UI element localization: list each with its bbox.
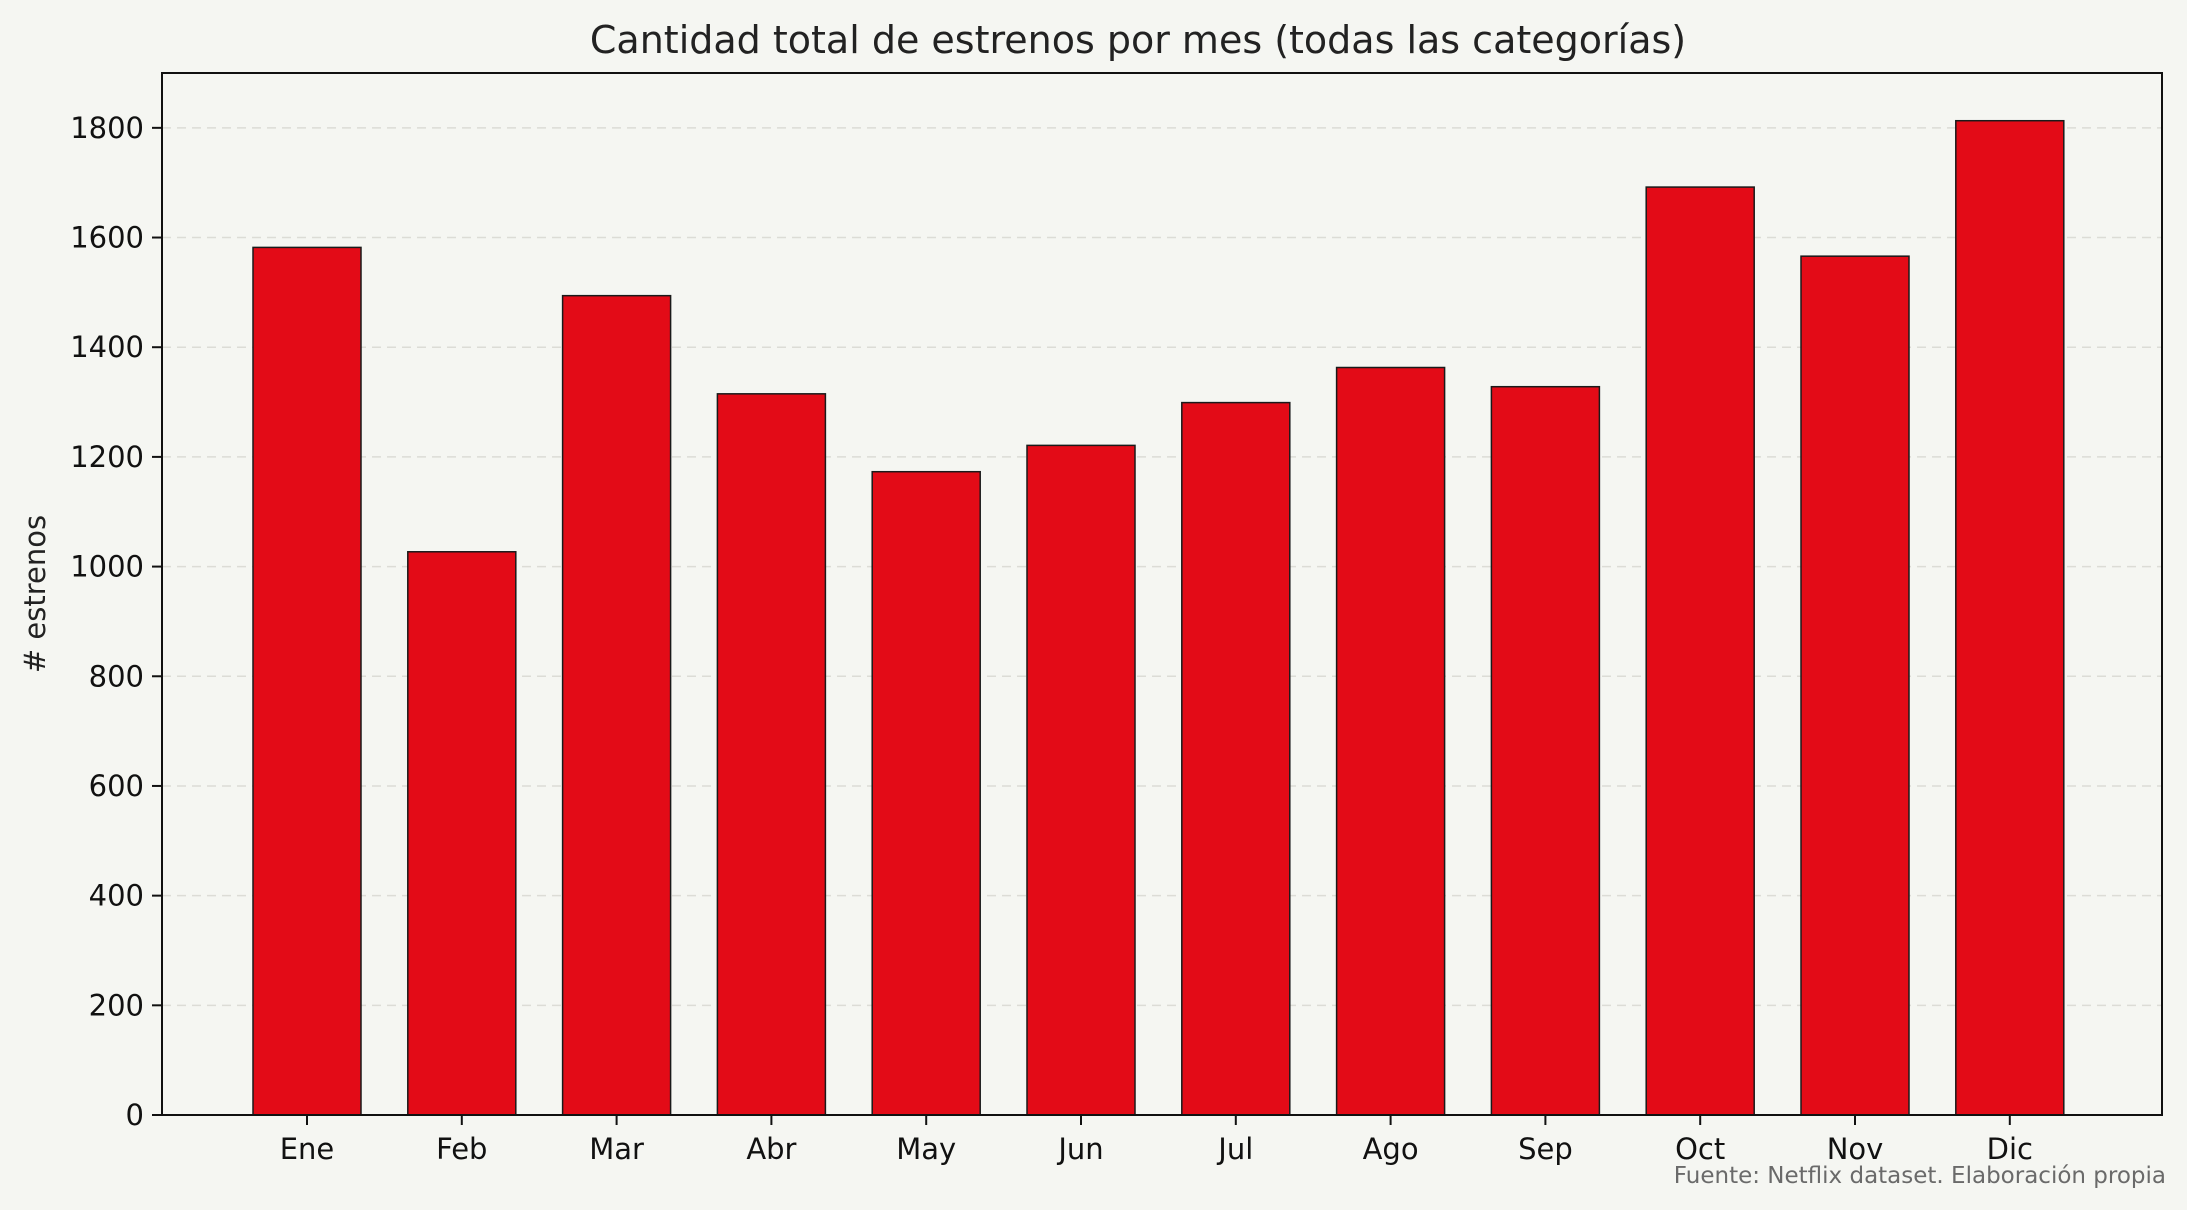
- bars: [252, 119, 2065, 1116]
- bar-nov: [1800, 255, 1910, 1116]
- y-tick-label: 1000: [70, 550, 144, 584]
- x-tick-label: Ago: [1363, 1132, 1419, 1166]
- y-tick-label: 800: [89, 659, 144, 693]
- x-tick-label: Jun: [1056, 1132, 1103, 1166]
- y-tick-label: 1800: [70, 111, 144, 145]
- bar-dic: [1955, 119, 2065, 1116]
- bar-sep: [1490, 385, 1601, 1116]
- x-tick-label: Feb: [436, 1132, 487, 1166]
- y-tick-label: 1400: [70, 330, 144, 364]
- y-axis-ticks: 0 200 400 600 800 1000 1200 1400 1600 1800: [70, 111, 162, 1132]
- bar-oct: [1645, 186, 1755, 1116]
- source-note: Fuente: Netflix dataset. Elaboración pro…: [1674, 1163, 2166, 1189]
- y-tick-label: 0: [126, 1098, 144, 1132]
- x-tick-label: Jul: [1216, 1132, 1253, 1166]
- bar-ene: [252, 246, 362, 1116]
- x-tick-label: Nov: [1827, 1132, 1884, 1166]
- x-tick-label: Mar: [589, 1132, 644, 1166]
- bar-ago: [1335, 366, 1446, 1116]
- y-tick-label: 1200: [70, 440, 144, 474]
- x-tick-label: Ene: [280, 1132, 335, 1166]
- chart-title: Cantidad total de estrenos por mes (toda…: [590, 18, 1686, 62]
- x-tick-label: Abr: [746, 1132, 796, 1166]
- x-tick-label: May: [896, 1132, 956, 1166]
- x-tick-label: Dic: [1987, 1132, 2033, 1166]
- y-tick-label: 200: [89, 988, 144, 1022]
- y-tick-label: 400: [89, 879, 144, 913]
- bar-jun: [1026, 444, 1136, 1116]
- bar-abr: [716, 393, 827, 1116]
- bar-feb: [407, 551, 517, 1116]
- x-tick-label: Sep: [1518, 1132, 1573, 1166]
- x-axis-ticks: Ene Feb Mar Abr May Jun Jul Ago Sep Oct Nov Dic: [280, 1115, 2033, 1166]
- bar-may: [871, 470, 981, 1116]
- plot-frame: [161, 72, 2163, 1116]
- y-tick-label: 600: [89, 769, 144, 803]
- y-axis-label: # estrenos: [18, 515, 52, 673]
- x-tick-label: Oct: [1675, 1132, 1725, 1166]
- bar-mar: [561, 294, 672, 1116]
- bar-jul: [1181, 401, 1291, 1116]
- y-tick-label: 1600: [70, 221, 144, 255]
